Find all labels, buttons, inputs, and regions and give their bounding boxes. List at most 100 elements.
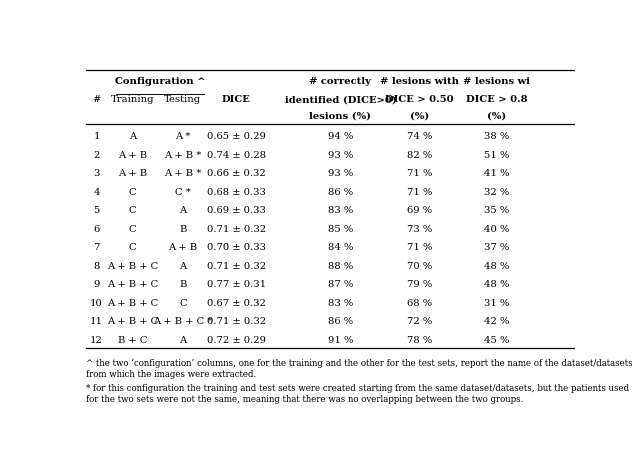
Text: 41 %: 41 % <box>484 169 509 178</box>
Text: 0.77 ± 0.31: 0.77 ± 0.31 <box>207 280 266 289</box>
Text: 3: 3 <box>93 169 100 178</box>
Text: 31 %: 31 % <box>484 299 509 308</box>
Text: A + B + C: A + B + C <box>107 280 158 289</box>
Text: DICE: DICE <box>222 95 251 104</box>
Text: C: C <box>129 188 136 197</box>
Text: A + B + C: A + B + C <box>107 299 158 308</box>
Text: 85 %: 85 % <box>328 225 353 234</box>
Text: 0.71 ± 0.32: 0.71 ± 0.32 <box>207 317 266 326</box>
Text: 0.69 ± 0.33: 0.69 ± 0.33 <box>207 206 266 215</box>
Text: 68 %: 68 % <box>407 299 433 308</box>
Text: A + B *: A + B * <box>164 169 202 178</box>
Text: 0.65 ± 0.29: 0.65 ± 0.29 <box>207 132 266 141</box>
Text: 6: 6 <box>93 225 100 234</box>
Text: # lesions wi: # lesions wi <box>463 76 530 86</box>
Text: 1: 1 <box>93 132 100 141</box>
Text: 2: 2 <box>93 151 100 160</box>
Text: B: B <box>179 225 187 234</box>
Text: 0.70 ± 0.33: 0.70 ± 0.33 <box>207 243 266 252</box>
Text: 0.67 ± 0.32: 0.67 ± 0.32 <box>207 299 266 308</box>
Text: 9: 9 <box>93 280 100 289</box>
Text: 35 %: 35 % <box>484 206 509 215</box>
Text: C: C <box>129 206 136 215</box>
Text: 5: 5 <box>93 206 100 215</box>
Text: 83 %: 83 % <box>328 299 353 308</box>
Text: 51 %: 51 % <box>484 151 509 160</box>
Text: 84 %: 84 % <box>328 243 353 252</box>
Text: # correctly: # correctly <box>310 76 371 86</box>
Text: 94 %: 94 % <box>328 132 353 141</box>
Text: A: A <box>179 336 186 345</box>
Text: 78 %: 78 % <box>407 336 433 345</box>
Text: 86 %: 86 % <box>328 188 353 197</box>
Text: 32 %: 32 % <box>484 188 509 197</box>
Text: 7: 7 <box>93 243 100 252</box>
Text: A: A <box>179 262 186 271</box>
Text: 83 %: 83 % <box>328 206 353 215</box>
Text: (%): (%) <box>410 112 429 121</box>
Text: 87 %: 87 % <box>328 280 353 289</box>
Text: 72 %: 72 % <box>407 317 433 326</box>
Text: 70 %: 70 % <box>407 262 433 271</box>
Text: B: B <box>179 280 187 289</box>
Text: 0.71 ± 0.32: 0.71 ± 0.32 <box>207 262 266 271</box>
Text: B + C: B + C <box>118 336 147 345</box>
Text: lesions (%): lesions (%) <box>309 112 371 121</box>
Text: A + B + C *: A + B + C * <box>153 317 212 326</box>
Text: ^ the two ‘configuration’ columns, one for the training and the other for the te: ^ the two ‘configuration’ columns, one f… <box>86 359 632 379</box>
Text: 82 %: 82 % <box>407 151 433 160</box>
Text: 0.68 ± 0.33: 0.68 ± 0.33 <box>207 188 266 197</box>
Text: # lesions with: # lesions with <box>380 76 460 86</box>
Text: 0.66 ± 0.32: 0.66 ± 0.32 <box>207 169 266 178</box>
Text: Testing: Testing <box>164 95 202 104</box>
Text: Training: Training <box>111 95 154 104</box>
Text: 93 %: 93 % <box>328 169 353 178</box>
Text: C: C <box>129 225 136 234</box>
Text: 69 %: 69 % <box>407 206 433 215</box>
Text: DICE > 0.8: DICE > 0.8 <box>466 95 527 104</box>
Text: 0.74 ± 0.28: 0.74 ± 0.28 <box>207 151 266 160</box>
Text: 73 %: 73 % <box>407 225 433 234</box>
Text: 88 %: 88 % <box>328 262 353 271</box>
Text: 11: 11 <box>90 317 103 326</box>
Text: 0.72 ± 0.29: 0.72 ± 0.29 <box>207 336 266 345</box>
Text: A + B *: A + B * <box>164 151 202 160</box>
Text: 4: 4 <box>93 188 100 197</box>
Text: 40 %: 40 % <box>484 225 509 234</box>
Text: * for this configuration the training and test sets were created starting from t: * for this configuration the training an… <box>86 384 629 404</box>
Text: C: C <box>129 243 136 252</box>
Text: 71 %: 71 % <box>407 243 433 252</box>
Text: 0.71 ± 0.32: 0.71 ± 0.32 <box>207 225 266 234</box>
Text: 91 %: 91 % <box>328 336 353 345</box>
Text: 93 %: 93 % <box>328 151 353 160</box>
Text: 71 %: 71 % <box>407 169 433 178</box>
Text: 71 %: 71 % <box>407 188 433 197</box>
Text: 74 %: 74 % <box>407 132 433 141</box>
Text: identified (DICE>0): identified (DICE>0) <box>285 95 396 104</box>
Text: A: A <box>129 132 136 141</box>
Text: #: # <box>92 95 101 104</box>
Text: DICE > 0.50: DICE > 0.50 <box>385 95 454 104</box>
Text: C: C <box>179 299 187 308</box>
Text: 86 %: 86 % <box>328 317 353 326</box>
Text: 48 %: 48 % <box>484 280 509 289</box>
Text: A *: A * <box>175 132 191 141</box>
Text: A + B + C: A + B + C <box>107 317 158 326</box>
Text: 79 %: 79 % <box>407 280 433 289</box>
Text: 45 %: 45 % <box>484 336 509 345</box>
Text: (%): (%) <box>487 112 506 121</box>
Text: A + B: A + B <box>118 169 147 178</box>
Text: 48 %: 48 % <box>484 262 509 271</box>
Text: A: A <box>179 206 186 215</box>
Text: 38 %: 38 % <box>484 132 509 141</box>
Text: 37 %: 37 % <box>484 243 509 252</box>
Text: 10: 10 <box>90 299 103 308</box>
Text: 42 %: 42 % <box>484 317 509 326</box>
Text: 8: 8 <box>93 262 100 271</box>
Text: C *: C * <box>175 188 191 197</box>
Text: A + B: A + B <box>118 151 147 160</box>
Text: 12: 12 <box>90 336 103 345</box>
Text: A + B + C: A + B + C <box>107 262 158 271</box>
Text: A + B: A + B <box>168 243 198 252</box>
Text: Configuration ^: Configuration ^ <box>115 76 205 86</box>
